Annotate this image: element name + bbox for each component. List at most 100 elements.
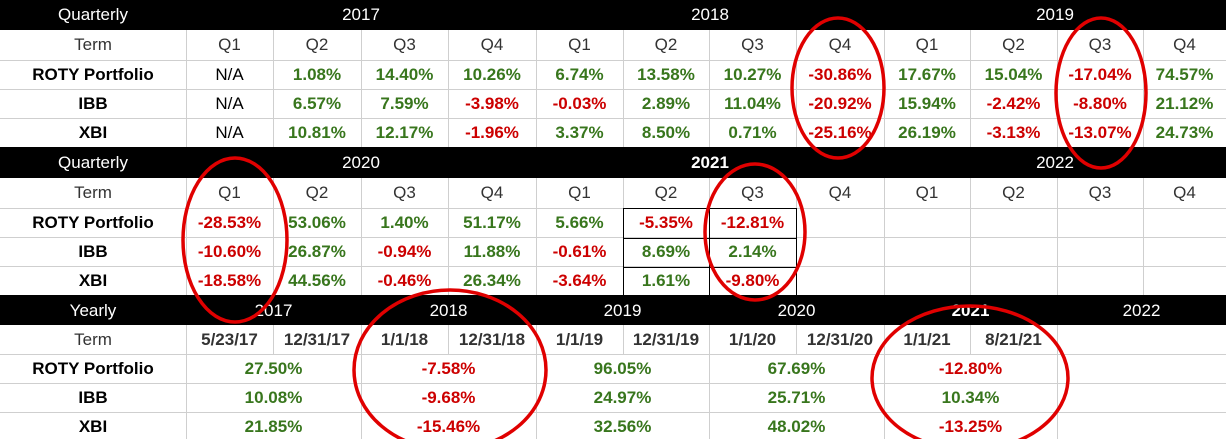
grid-line xyxy=(796,325,797,354)
quarter-header: Q2 xyxy=(1002,183,1025,202)
value-cell: 24.73% xyxy=(1155,123,1214,142)
grid-line xyxy=(448,178,449,295)
value-cell: N/A xyxy=(215,94,244,113)
grid-line xyxy=(0,383,1226,384)
value-cell: -3.98% xyxy=(465,94,519,113)
value-cell: -13.25% xyxy=(938,417,1003,436)
grid-line xyxy=(623,325,624,354)
section-label: Quarterly xyxy=(58,5,128,24)
quarter-header: Q3 xyxy=(393,183,416,202)
quarter-header: Q3 xyxy=(1088,183,1112,202)
value-cell: 74.57% xyxy=(1155,65,1214,84)
value-cell: 26.34% xyxy=(463,271,521,290)
quarter-header: Q4 xyxy=(480,183,504,202)
section-label: Quarterly xyxy=(58,153,128,172)
quarter-header: Q1 xyxy=(568,35,591,54)
value-cell: -20.92% xyxy=(808,94,872,113)
grid-line xyxy=(1057,30,1058,147)
quarter-header: Q1 xyxy=(915,35,939,54)
value-cell: 53.06% xyxy=(288,213,346,232)
grid-line xyxy=(186,325,187,439)
grid-line xyxy=(361,178,362,295)
value-cell: -3.13% xyxy=(986,123,1041,142)
row-label: XBI xyxy=(78,271,108,290)
date-header: 12/31/20 xyxy=(806,330,874,349)
quarterly_2-data-row: ROTY Portfolio -28.53% 53.06% 1.40% 51.17% 5.… xyxy=(0,208,1226,237)
grid-line xyxy=(0,354,1226,355)
grid-line xyxy=(884,178,885,295)
quarter-header: Q4 xyxy=(1173,35,1196,54)
grid-line xyxy=(0,60,1226,61)
value-cell: 27.50% xyxy=(244,359,303,378)
grid-line xyxy=(273,325,274,354)
date-header: 8/21/21 xyxy=(985,330,1042,349)
grid-line xyxy=(970,30,971,147)
value-cell: 48.02% xyxy=(767,417,826,436)
value-cell: 11.04% xyxy=(724,94,781,113)
value-cell: -0.94% xyxy=(377,242,432,261)
quarter-header: Q4 xyxy=(1173,183,1196,202)
value-cell: -0.46% xyxy=(377,271,432,290)
grid-line xyxy=(361,30,362,147)
value-cell: 10.27% xyxy=(723,65,782,84)
year-header: 2018 xyxy=(691,5,729,24)
value-cell: -12.81% xyxy=(720,213,785,232)
year-header: 2018 xyxy=(429,301,468,320)
cell-border xyxy=(709,208,710,296)
value-cell: 13.58% xyxy=(637,65,695,84)
value-cell: -18.58% xyxy=(197,271,262,290)
value-cell: 7.59% xyxy=(380,94,429,113)
value-cell: -0.61% xyxy=(552,242,607,261)
value-cell: 21.85% xyxy=(244,417,303,436)
quarter-header: Q4 xyxy=(828,35,852,54)
quarter-header: Q1 xyxy=(218,183,241,202)
yearly-data-row: ROTY Portfolio 27.50% -7.58% 96.05% 67.69% -1… xyxy=(0,354,1226,383)
grid-line xyxy=(1143,30,1144,147)
quarter-header: Q2 xyxy=(305,183,329,202)
row-label: IBB xyxy=(78,388,108,407)
value-cell: -3.64% xyxy=(552,271,607,290)
value-cell: 32.56% xyxy=(593,417,652,436)
quarter-header: Q3 xyxy=(741,183,764,202)
value-cell: 2.89% xyxy=(641,94,691,113)
grid-line xyxy=(709,30,710,147)
row-label: ROTY Portfolio xyxy=(32,359,154,378)
date-header: 12/31/17 xyxy=(283,330,351,349)
grid-line xyxy=(536,30,537,147)
value-cell: -13.07% xyxy=(1068,123,1132,142)
value-cell: 1.61% xyxy=(641,271,691,290)
date-header: 12/31/19 xyxy=(632,330,700,349)
value-cell: 96.05% xyxy=(593,359,652,378)
value-cell: 17.67% xyxy=(898,65,956,84)
grid-line xyxy=(623,30,624,147)
cell-border xyxy=(623,208,624,296)
quarterly_2-header-row: Quarterly 2020 2021 2022 xyxy=(0,148,1226,178)
value-cell: 67.69% xyxy=(767,359,826,378)
grid-line xyxy=(0,89,1226,90)
value-cell: 44.56% xyxy=(288,271,346,290)
year-header: 2020 xyxy=(342,153,380,172)
value-cell: -2.42% xyxy=(986,94,1041,113)
year-header: 2022 xyxy=(1036,153,1074,172)
row-label: ROTY Portfolio xyxy=(32,213,154,232)
yearly-header-row: Yearly 2017 2018 2019 2020 2021 2022 xyxy=(0,296,1226,325)
grid-line xyxy=(448,30,449,147)
value-cell: 6.74% xyxy=(555,65,604,84)
quarterly_2-data-row: IBB -10.60% 26.87% -0.94% 11.88% -0.61% 8.69% 2… xyxy=(0,237,1226,266)
quarter-header: Q2 xyxy=(1002,35,1025,54)
date-header: 1/1/21 xyxy=(903,330,951,349)
grid-line xyxy=(273,30,274,147)
value-cell: -15.46% xyxy=(416,417,481,436)
value-cell: -9.80% xyxy=(725,271,780,290)
value-cell: -10.60% xyxy=(197,242,262,261)
quarterly_2-data-row: XBI -18.58% 44.56% -0.46% 26.34% -3.64% 1.61% -… xyxy=(0,266,1226,295)
value-cell: N/A xyxy=(215,65,244,84)
quarter-header: Q2 xyxy=(654,35,678,54)
grid-line xyxy=(0,412,1226,413)
value-cell: 24.97% xyxy=(593,388,652,407)
grid-line xyxy=(970,325,971,354)
quarter-header: Q3 xyxy=(1088,35,1112,54)
value-cell: -7.58% xyxy=(421,359,476,378)
value-cell: 21.12% xyxy=(1155,94,1214,113)
grid-line xyxy=(0,237,1226,238)
